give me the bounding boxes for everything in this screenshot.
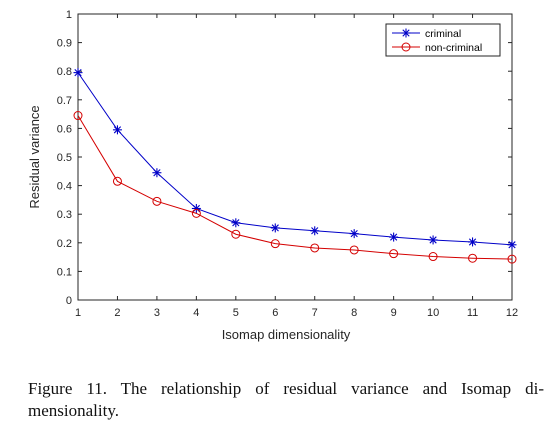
data-point — [152, 196, 162, 206]
data-point — [73, 111, 83, 121]
axes — [77, 13, 513, 301]
data-point — [349, 229, 359, 239]
y-tick-label: 0.9 — [57, 38, 72, 50]
y-tick-label: 0.6 — [57, 123, 72, 135]
data-point — [310, 243, 320, 253]
x-tick-label: 8 — [351, 307, 357, 319]
data-point — [468, 253, 478, 263]
legend-label: non-criminal — [425, 42, 482, 54]
legend-label: criminal — [425, 28, 461, 40]
x-tick-label: 7 — [312, 307, 318, 319]
x-tick-label: 12 — [506, 307, 518, 319]
y-axis-label: Residual variance — [27, 105, 42, 208]
data-point — [349, 245, 359, 255]
figure-caption: Figure 11. The relationship of residual … — [28, 379, 544, 420]
data-point — [401, 42, 411, 52]
x-tick-label: 10 — [427, 307, 439, 319]
y-tick-label: 0 — [66, 295, 72, 307]
y-tick-label: 0.4 — [57, 181, 72, 193]
x-tick-label: 3 — [154, 307, 160, 319]
data-point — [507, 254, 517, 264]
data-point — [270, 223, 280, 233]
y-tick-label: 0.8 — [57, 66, 72, 78]
data-point — [231, 229, 241, 239]
data-point — [112, 125, 122, 135]
legend-entry: non-criminal — [392, 42, 482, 54]
y-tick-label: 1 — [66, 9, 72, 21]
x-tick-label: 2 — [114, 307, 120, 319]
data-point — [428, 252, 438, 262]
data-point — [191, 208, 201, 218]
legend: criminal non-criminal — [385, 23, 501, 57]
data-point — [428, 235, 438, 245]
data-point — [152, 168, 162, 178]
data-point — [73, 68, 83, 78]
x-tick-label: 5 — [233, 307, 239, 319]
data-point — [310, 226, 320, 236]
data-point — [507, 240, 517, 250]
plot-area-box — [77, 13, 513, 301]
data-point — [270, 239, 280, 249]
data-point — [389, 249, 399, 259]
x-tick-label: 1 — [75, 307, 81, 319]
legend-entry: criminal — [392, 28, 461, 40]
y-tick-label: 0.2 — [57, 238, 72, 250]
y-tick-label: 0.7 — [57, 95, 72, 107]
data-point — [401, 28, 411, 38]
data-point — [389, 232, 399, 242]
y-tick-label: 0.1 — [57, 266, 72, 278]
x-axis-label: Isomap dimensionality — [222, 327, 351, 342]
data-point — [468, 237, 478, 247]
x-tick-label: 4 — [193, 307, 199, 319]
x-tick-label: 9 — [391, 307, 397, 319]
data-point — [191, 203, 201, 213]
series-criminal — [73, 68, 517, 250]
series-non-criminal — [73, 111, 517, 264]
data-series — [73, 68, 517, 264]
line-chart: 1 2 3 4 5 6 7 8 9 10 11 1200.10.20.30.40.50.60.70.8… — [27, 9, 518, 342]
y-tick-label: 0.5 — [57, 152, 72, 164]
y-tick-label: 0.3 — [57, 209, 72, 221]
data-point — [112, 176, 122, 186]
x-tick-label: 6 — [272, 307, 278, 319]
axis-ticks: 1 2 3 4 5 6 7 8 9 10 11 1200.10.20.30.40.50.60.70.8… — [57, 9, 518, 319]
series-line — [77, 72, 513, 246]
data-point — [231, 218, 241, 228]
series-line — [77, 115, 513, 260]
x-tick-label: 11 — [467, 307, 478, 319]
